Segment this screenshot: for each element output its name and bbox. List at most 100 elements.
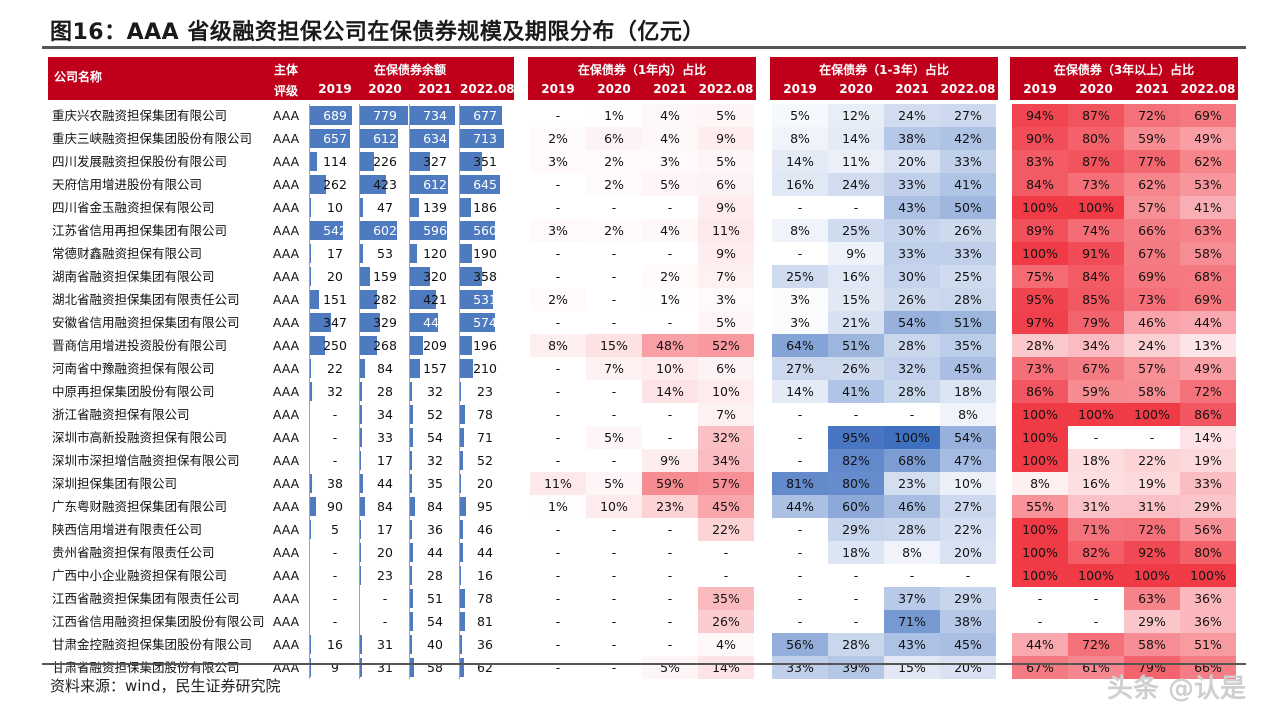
- share-1-3y-cell: 82%: [828, 449, 884, 472]
- share-1y-cell: -: [530, 449, 586, 472]
- share-1-3y-cell: 47%: [940, 449, 996, 472]
- balance-bar: [360, 543, 362, 562]
- balance-value: 5: [331, 522, 339, 537]
- company-name: 湖南省融资担保集团有限公司: [52, 269, 215, 284]
- company-name: 常德财鑫融资担保有限公司: [52, 246, 203, 261]
- share-1y-cell: 22%: [698, 518, 754, 541]
- header-year: 2019: [541, 82, 575, 96]
- share-1y-cell: 7%: [698, 403, 754, 426]
- share-1-3y-cell: -: [884, 403, 940, 426]
- share-1y-cell: -: [586, 541, 642, 564]
- share-1-3y-cell: 3%: [772, 311, 828, 334]
- header-year: 2019: [1023, 82, 1057, 96]
- balance-bar: [460, 382, 462, 401]
- share-1-3y-cell: -: [828, 587, 884, 610]
- share-3y-cell: 80%: [1068, 127, 1124, 150]
- balance-bar: [310, 106, 353, 125]
- balance-bar: [360, 106, 408, 125]
- balance-value: 36: [427, 522, 443, 537]
- balance-value: 31: [377, 660, 393, 675]
- share-1y-cell: -: [586, 587, 642, 610]
- balance-value: 779: [373, 108, 397, 123]
- share-1-3y-cell: 24%: [828, 173, 884, 196]
- balance-bar: [310, 497, 316, 516]
- balance-value: 347: [323, 315, 347, 330]
- share-1y-cell: 1%: [530, 495, 586, 518]
- balance-bar: [410, 290, 436, 309]
- balance-value: 320: [423, 269, 447, 284]
- share-3y-cell: 75%: [1012, 265, 1068, 288]
- header-year: 2022.08: [1180, 82, 1236, 96]
- balance-value: 23: [377, 568, 393, 583]
- share-1y-cell: -: [586, 518, 642, 541]
- rating: AAA: [272, 269, 300, 284]
- balance-value: 52: [427, 407, 443, 422]
- rating: AAA: [272, 545, 300, 560]
- company-name: 甘肃金控融资担保集团股份有限公司: [52, 637, 253, 652]
- balance-value: 95: [477, 499, 493, 514]
- share-3y-cell: 71%: [1068, 518, 1124, 541]
- share-3y-cell: 36%: [1180, 610, 1236, 633]
- balance-value: 46: [477, 522, 493, 537]
- share-1-3y-cell: 18%: [940, 380, 996, 403]
- balance-value: 71: [477, 430, 493, 445]
- share-3y-cell: -: [1068, 610, 1124, 633]
- balance-column-divider: [409, 104, 410, 679]
- share-1-3y-cell: 56%: [772, 633, 828, 656]
- share-3y-cell: 72%: [1068, 633, 1124, 656]
- balance-bar: [310, 313, 332, 332]
- balance-value: -: [382, 614, 388, 629]
- share-3y-cell: 74%: [1068, 219, 1124, 242]
- balance-bar: [310, 267, 312, 286]
- share-1-3y-cell: 3%: [772, 288, 828, 311]
- balance-bar: [360, 451, 362, 470]
- share-1-3y-cell: 81%: [772, 472, 828, 495]
- balance-bar: [360, 359, 366, 378]
- share-1y-cell: -: [530, 357, 586, 380]
- balance-value: 44: [477, 545, 493, 560]
- header-main-block: [48, 57, 514, 100]
- rating: AAA: [272, 338, 300, 353]
- balance-value: 54: [427, 614, 443, 629]
- company-name: 浙江省融资担保有限公司: [52, 407, 190, 422]
- share-1-3y-cell: 20%: [940, 656, 996, 679]
- share-1-3y-cell: 54%: [940, 426, 996, 449]
- rating: AAA: [272, 499, 300, 514]
- balance-bar: [310, 244, 312, 263]
- share-1-3y-cell: 44%: [772, 495, 828, 518]
- share-1y-cell: 11%: [530, 472, 586, 495]
- balance-value: 734: [423, 108, 447, 123]
- share-1-3y-cell: 18%: [828, 541, 884, 564]
- rating: AAA: [272, 154, 300, 169]
- balance-value: 423: [373, 177, 397, 192]
- balance-bar: [410, 428, 414, 447]
- balance-bar: [460, 221, 495, 240]
- share-3y-cell: 73%: [1124, 288, 1180, 311]
- share-3y-cell: 67%: [1012, 656, 1068, 679]
- balance-value: 16: [327, 637, 343, 652]
- share-1-3y-cell: 46%: [884, 495, 940, 518]
- balance-bar: [460, 244, 472, 263]
- balance-value: 560: [473, 223, 497, 238]
- balance-bar: [410, 313, 438, 332]
- company-name: 安徽省信用融资担保集团有限公司: [52, 315, 240, 330]
- share-1y-cell: 9%: [698, 242, 754, 265]
- share-1-3y-cell: 16%: [828, 265, 884, 288]
- share-1-3y-cell: 5%: [772, 104, 828, 127]
- page-title: 图16：AAA 省级融资担保公司在保债券规模及期限分布（亿元）: [50, 20, 705, 45]
- share-1-3y-cell: 32%: [884, 357, 940, 380]
- share-3y-cell: 57%: [1124, 357, 1180, 380]
- balance-bar: [310, 129, 351, 148]
- share-3y-cell: 84%: [1012, 173, 1068, 196]
- share-1-3y-cell: 9%: [828, 242, 884, 265]
- balance-value: 51: [427, 591, 443, 606]
- share-3y-cell: 19%: [1180, 449, 1236, 472]
- title-divider: [42, 46, 1246, 49]
- share-3y-cell: 62%: [1180, 150, 1236, 173]
- share-3y-cell: 63%: [1124, 587, 1180, 610]
- share-1-3y-cell: 43%: [884, 196, 940, 219]
- balance-bar: [460, 313, 496, 332]
- balance-bar: [460, 336, 473, 355]
- balance-value: 40: [427, 637, 443, 652]
- balance-value: 210: [473, 361, 497, 376]
